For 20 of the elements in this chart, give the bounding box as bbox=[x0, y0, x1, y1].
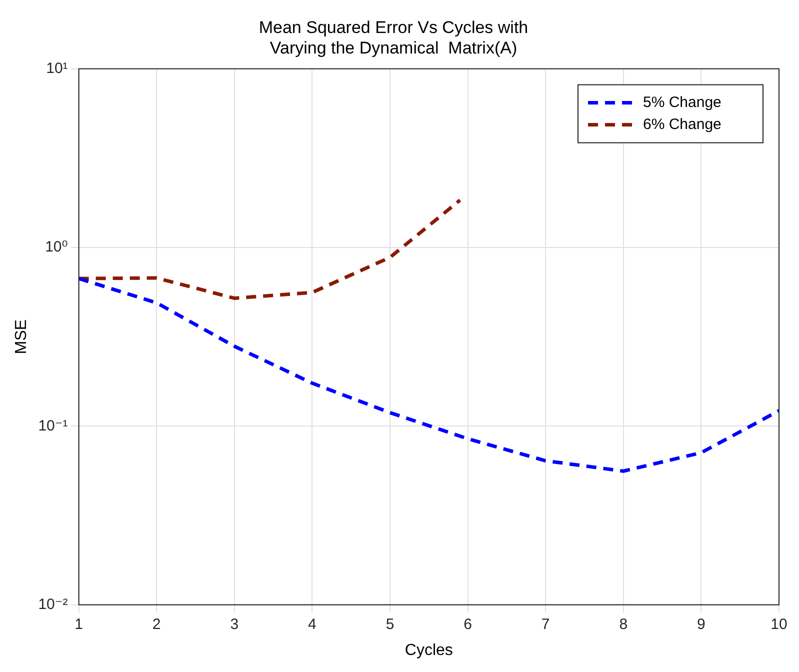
y-tick-label: 10⁻² bbox=[38, 596, 68, 613]
x-tick-label: 6 bbox=[464, 616, 472, 633]
y-tick-label: 10⁰ bbox=[45, 238, 68, 256]
x-tick-label: 3 bbox=[230, 616, 239, 633]
legend-label: 5% Change bbox=[643, 94, 722, 111]
x-tick-label: 9 bbox=[697, 616, 706, 633]
x-tick-label: 10 bbox=[770, 616, 788, 633]
x-axis-title: Cycles bbox=[404, 642, 453, 659]
y-tick-label: 10⁻¹ bbox=[38, 417, 68, 434]
x-tick-label: 7 bbox=[541, 616, 550, 633]
legend-label: 6% Change bbox=[643, 116, 722, 133]
x-tick-label: 2 bbox=[152, 616, 161, 633]
chart-title: Mean Squared Error Vs Cycles with Varying the Dynamical Matrix(A) bbox=[258, 18, 528, 58]
x-tick-label: 4 bbox=[308, 616, 316, 633]
x-tick-label: 5 bbox=[386, 616, 394, 633]
y-tick-label: 10¹ bbox=[46, 60, 68, 77]
x-tick-label: 1 bbox=[74, 616, 83, 633]
y-axis-title: MSE bbox=[13, 319, 30, 354]
x-tick-label: 8 bbox=[619, 616, 628, 633]
line-series bbox=[78, 198, 462, 300]
